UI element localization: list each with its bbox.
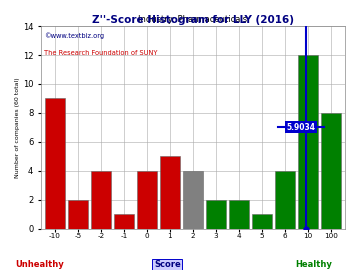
Text: Industry: Pharmaceuticals: Industry: Pharmaceuticals <box>138 15 248 24</box>
Bar <box>183 171 203 229</box>
Bar <box>137 171 157 229</box>
Text: ©www.textbiz.org: ©www.textbiz.org <box>44 32 104 39</box>
Bar <box>68 200 87 229</box>
Bar <box>45 99 64 229</box>
Bar <box>275 171 295 229</box>
Bar <box>160 156 180 229</box>
Title: Z''-Score Histogram for LLY (2016): Z''-Score Histogram for LLY (2016) <box>92 15 294 25</box>
Bar <box>91 171 111 229</box>
Bar <box>229 200 249 229</box>
Text: Score: Score <box>154 260 181 269</box>
Bar <box>298 55 318 229</box>
Bar <box>252 214 272 229</box>
Text: The Research Foundation of SUNY: The Research Foundation of SUNY <box>44 50 157 56</box>
Bar <box>321 113 341 229</box>
Y-axis label: Number of companies (60 total): Number of companies (60 total) <box>15 77 20 178</box>
Bar <box>206 200 226 229</box>
Text: Unhealthy: Unhealthy <box>15 260 64 269</box>
Text: Healthy: Healthy <box>295 260 332 269</box>
Bar <box>114 214 134 229</box>
Text: 5.9034: 5.9034 <box>287 123 316 132</box>
